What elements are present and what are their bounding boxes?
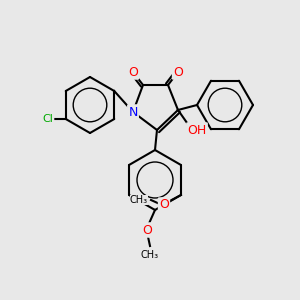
Text: O: O xyxy=(128,65,138,79)
Text: CH₃: CH₃ xyxy=(141,250,159,260)
Text: O: O xyxy=(173,65,183,79)
Text: OH: OH xyxy=(188,124,207,136)
Text: Cl: Cl xyxy=(42,114,53,124)
Text: N: N xyxy=(128,106,138,118)
Text: O: O xyxy=(142,224,152,236)
Text: CH₃: CH₃ xyxy=(130,195,148,205)
Text: O: O xyxy=(159,199,169,212)
